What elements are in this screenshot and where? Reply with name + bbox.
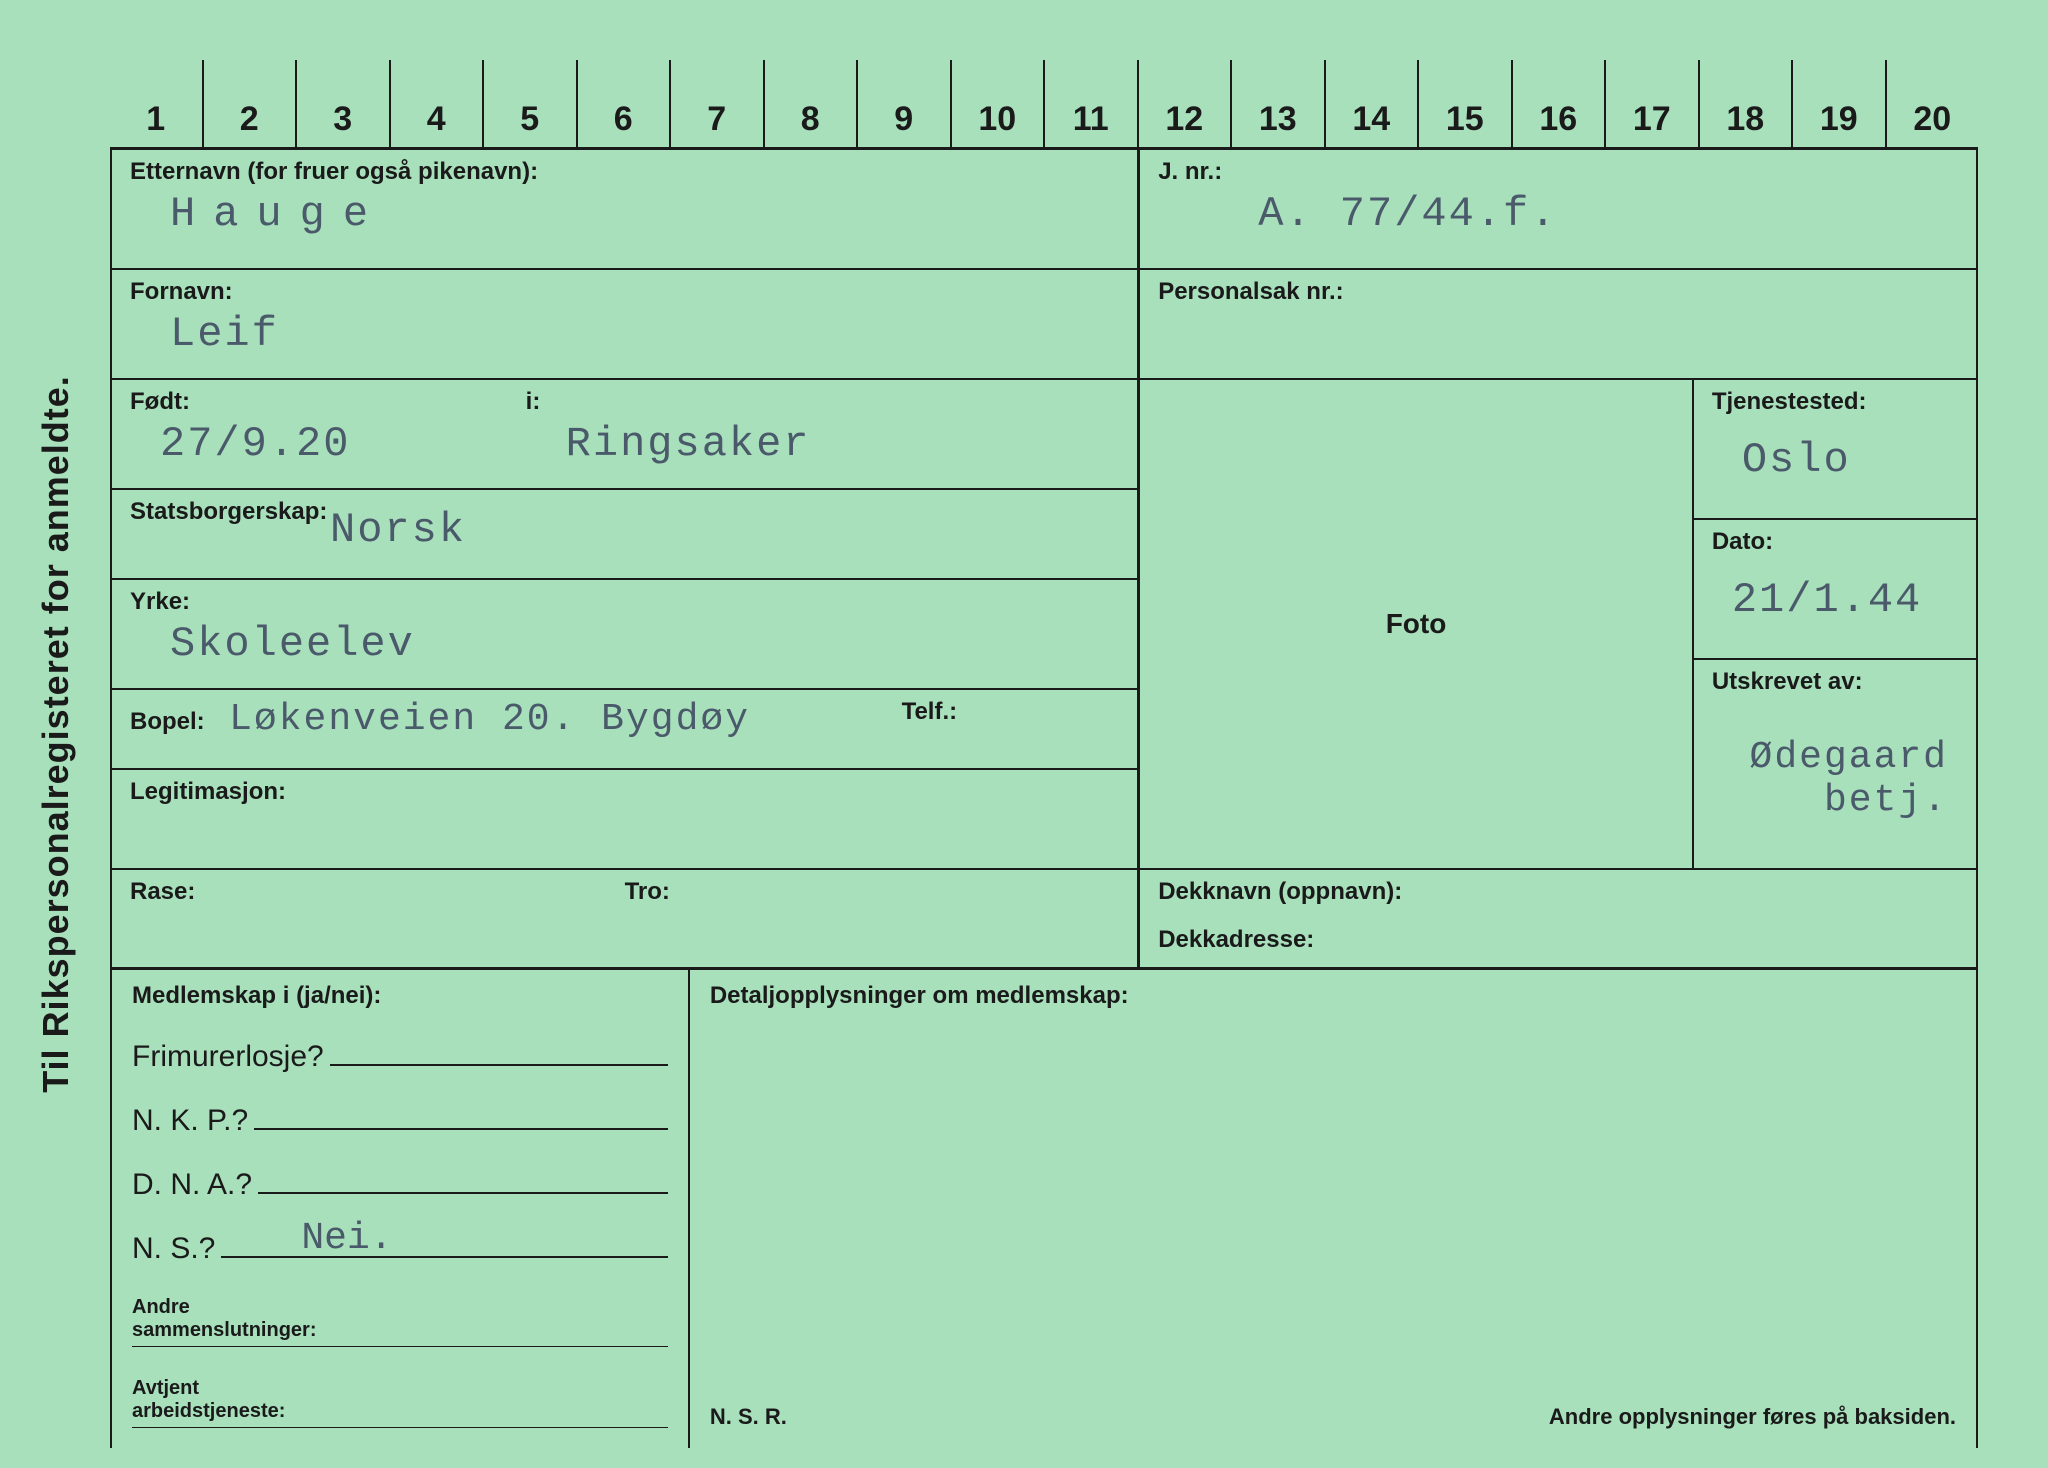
label-frimurerlosje: Frimurerlosje? [132,1040,324,1074]
field-yrke: Yrke: Skoleelev [112,580,1137,690]
field-tjenestested: Tjenestested: Oslo [1694,380,1976,520]
footer-note: Andre opplysninger føres på baksiden. [1549,1404,1956,1430]
ruler-cell: 2 [202,60,296,147]
field-dato: Dato: 21/1.44 [1694,520,1976,660]
registration-card: Til Rikspersonalregisteret for anmeldte.… [0,0,2048,1468]
row-nkp: N. K. P.? [132,1102,668,1138]
field-jnr: J. nr.: A. 77/44.f. [1140,150,1976,270]
value-fodested: Ringsaker [526,420,1120,468]
ruler-cell: 17 [1604,60,1698,147]
ruler-cell: 1 [110,60,202,147]
label-detaljopplysninger: Detaljopplysninger om medlemskap: [710,982,1956,1010]
label-fodt: Født: [130,388,526,416]
label-jnr: J. nr.: [1158,158,1958,186]
ruler-cell: 14 [1324,60,1418,147]
label-dato: Dato: [1712,528,1958,556]
label-rase: Rase: [130,878,625,906]
field-fodt: Født: 27/9.20 i: Ringsaker [112,380,1137,490]
label-yrke: Yrke: [130,588,1119,616]
ruler-cell: 7 [669,60,763,147]
ruler-cell: 6 [576,60,670,147]
membership-section: Medlemskap i (ja/nei): Frimurerlosje? N.… [110,970,1978,1448]
ruler-cell: 12 [1137,60,1231,147]
nsr-note: N. S. R. [710,1404,787,1430]
label-etternavn: Etternavn (for fruer også pikenavn): [130,158,1119,186]
value-dato: 21/1.44 [1712,576,1958,624]
label-medlemskap: Medlemskap i (ja/nei): [132,982,668,1010]
row-ns: N. S.? Nei. [132,1230,668,1266]
field-etternavn: Etternavn (for fruer også pikenavn): Hau… [112,150,1137,270]
membership-right: Detaljopplysninger om medlemskap: N. S. … [690,970,1976,1448]
label-ns: N. S.? [132,1232,215,1266]
field-legitimasjon: Legitimasjon: [112,770,1137,870]
value-ns: Nei. [301,1217,392,1260]
label-tro: Tro: [625,878,1120,906]
foto-box: Foto [1140,380,1692,870]
field-fornavn: Fornavn: Leif [112,270,1137,380]
right-column: J. nr.: A. 77/44.f. Personalsak nr.: Fot… [1137,150,1976,970]
ruler-cell: 11 [1043,60,1137,147]
label-i: i: [526,388,1120,416]
left-column: Etternavn (for fruer også pikenavn): Hau… [112,150,1137,970]
field-rase-tro: Rase: Tro: [112,870,1137,970]
number-ruler: 1234567891011121314151617181920 [110,60,1978,150]
foto-right-row: Foto Tjenestested: Oslo Dato: 21/1.44 Ut… [1140,380,1976,870]
row-dna: D. N. A.? [132,1166,668,1202]
right-stack: Tjenestested: Oslo Dato: 21/1.44 Utskrev… [1692,380,1976,870]
ruler-cell: 16 [1511,60,1605,147]
ruler-cell: 9 [856,60,950,147]
value-fornavn: Leif [130,310,1119,358]
label-bopel: Bopel: [130,708,205,735]
label-tjenestested: Tjenestested: [1712,388,1958,416]
value-bopel: Løkenveien 20. Bygdøy [209,698,750,741]
ruler-cell: 18 [1698,60,1792,147]
label-utskrevet: Utskrevet av: [1712,668,1958,696]
field-dekk: Dekknavn (oppnavn): Dekkadresse: [1140,870,1976,970]
ruler-cell: 20 [1885,60,1979,147]
label-personalsak: Personalsak nr.: [1158,278,1958,306]
ruler-cell: 5 [482,60,576,147]
vertical-title: Til Rikspersonalregisteret for anmeldte. [35,375,77,1093]
value-utskrevet: Ødegaard betj. [1712,736,1958,822]
label-dekknavn: Dekknavn (oppnavn): [1158,878,1958,906]
ruler-cell: 8 [763,60,857,147]
membership-left: Medlemskap i (ja/nei): Frimurerlosje? N.… [112,970,690,1448]
label-foto: Foto [1386,608,1447,640]
ruler-cell: 4 [389,60,483,147]
ruler-cell: 10 [950,60,1044,147]
form-body: Etternavn (for fruer også pikenavn): Hau… [110,150,1978,970]
value-yrke: Skoleelev [130,620,1119,668]
value-fodt: 27/9.20 [130,420,526,468]
ruler-cell: 15 [1417,60,1511,147]
label-avtjent: Avtjent arbeidstjeneste: [132,1377,668,1423]
label-dekkadresse: Dekkadresse: [1158,926,1958,954]
label-telf: Telf.: [902,698,1120,726]
row-frimurerlosje: Frimurerlosje? [132,1038,668,1074]
field-statsborgerskap: Statsborgerskap: Norsk [112,490,1137,580]
label-fornavn: Fornavn: [130,278,1119,306]
field-personalsak: Personalsak nr.: [1140,270,1976,380]
value-etternavn: Hauge [130,190,1119,238]
label-andre-samm: Andre sammenslutninger: [132,1296,668,1342]
ruler-cell: 19 [1791,60,1885,147]
label-dna: D. N. A.? [132,1168,252,1202]
label-legitimasjon: Legitimasjon: [130,778,1119,806]
ruler-cell: 3 [295,60,389,147]
field-bopel: Bopel: Løkenveien 20. Bygdøy Telf.: [112,690,1137,770]
label-nkp: N. K. P.? [132,1104,248,1138]
ruler-cell: 13 [1230,60,1324,147]
value-tjenestested: Oslo [1712,436,1958,484]
value-jnr: A. 77/44.f. [1158,190,1958,238]
field-utskrevet: Utskrevet av: Ødegaard betj. [1694,660,1976,870]
